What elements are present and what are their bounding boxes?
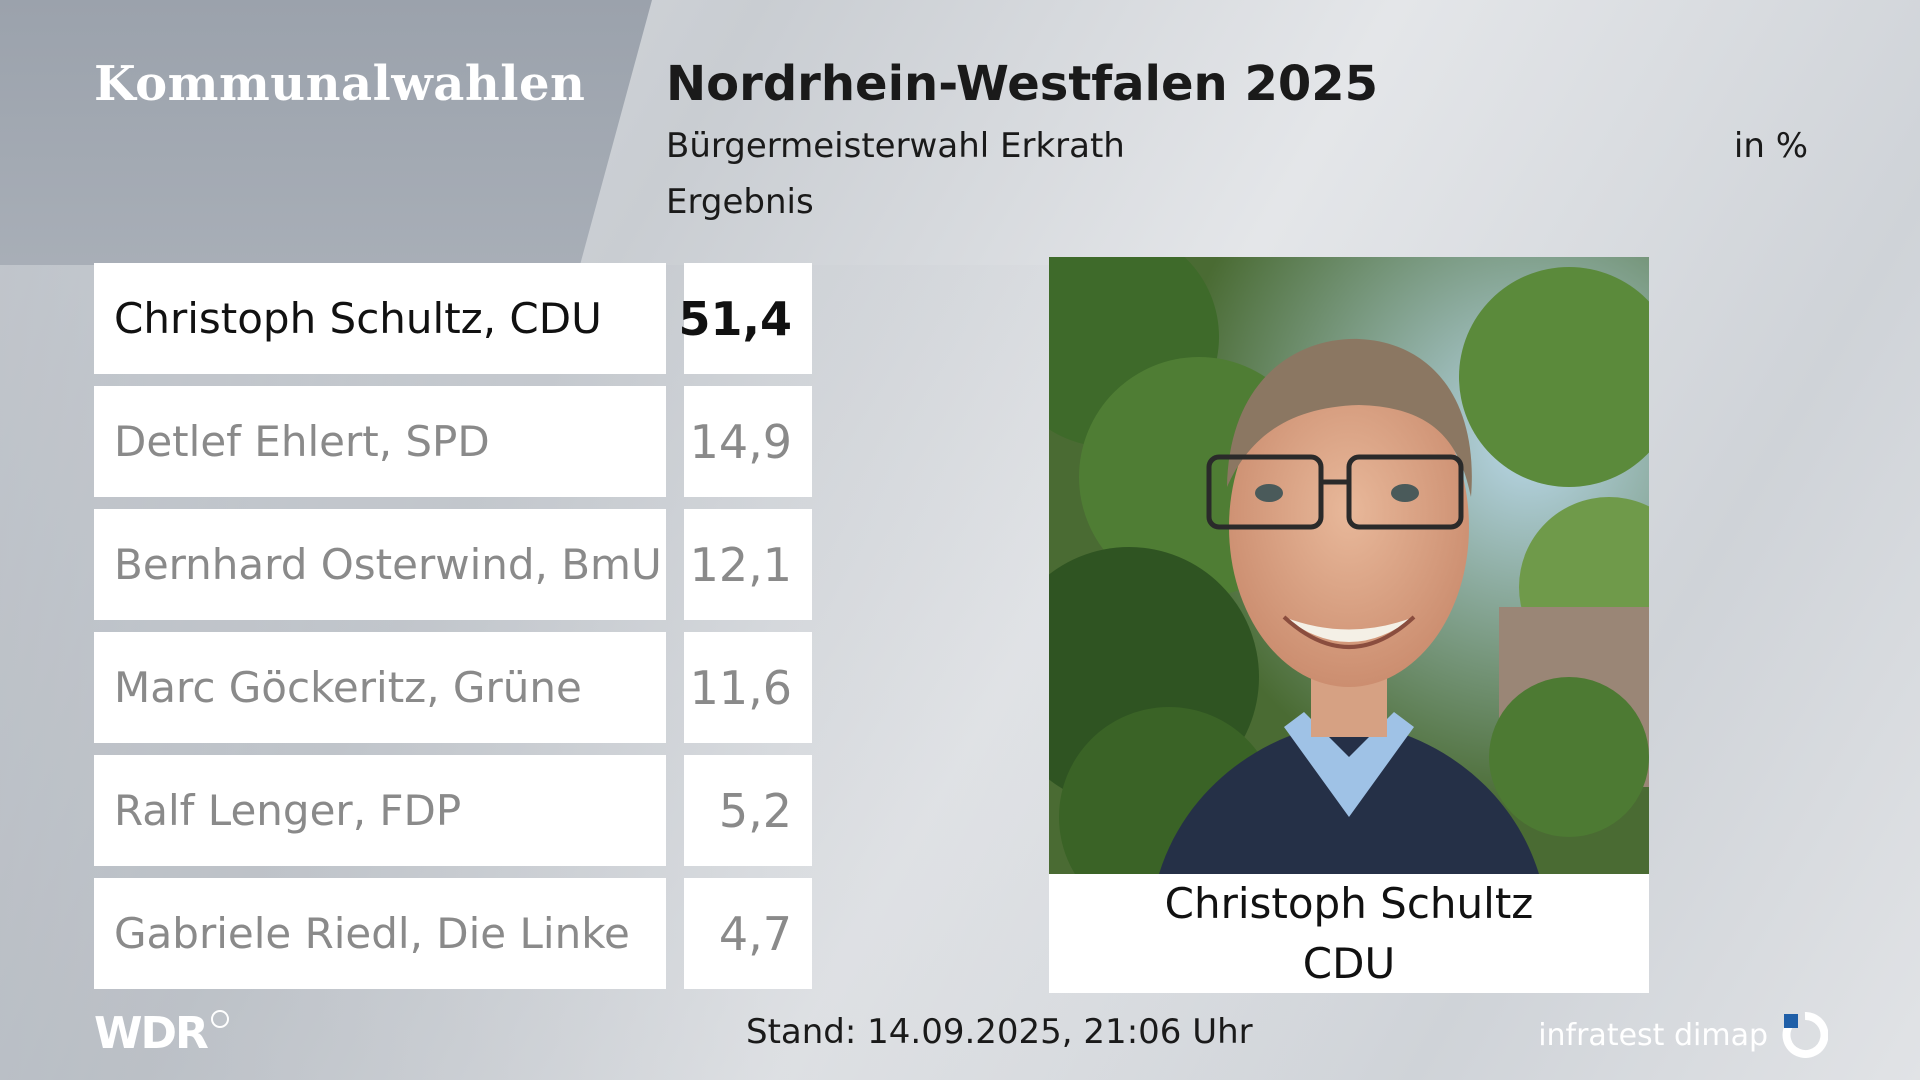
- result-label: Ergebnis: [666, 182, 814, 222]
- candidate-name: Christoph Schultz, CDU: [94, 263, 666, 374]
- result-row: Detlef Ehlert, SPD 14,9: [94, 386, 812, 497]
- results-table: Christoph Schultz, CDU 51,4 Detlef Ehler…: [94, 263, 812, 1001]
- candidate-value: 4,7: [684, 878, 812, 989]
- page-title: Nordrhein-Westfalen 2025: [666, 56, 1379, 112]
- result-row: Gabriele Riedl, Die Linke 4,7: [94, 878, 812, 989]
- ard-circle-icon: [210, 1010, 229, 1028]
- page-subtitle: Bürgermeisterwahl Erkrath: [666, 126, 1125, 166]
- section-title: Kommunalwahlen: [94, 56, 586, 112]
- winner-party: CDU: [1302, 939, 1396, 988]
- wdr-logo-text: WDR: [94, 1008, 209, 1059]
- candidate-name: Ralf Lenger, FDP: [94, 755, 666, 866]
- candidate-name: Detlef Ehlert, SPD: [94, 386, 666, 497]
- result-row: Bernhard Osterwind, BmU 12,1: [94, 509, 812, 620]
- winner-caption: Christoph Schultz CDU: [1049, 874, 1649, 993]
- candidate-value: 14,9: [684, 386, 812, 497]
- candidate-value: 51,4: [679, 263, 812, 374]
- infratest-dimap-icon: [1782, 1012, 1828, 1058]
- status-timestamp: Stand: 14.09.2025, 21:06 Uhr: [746, 1012, 1253, 1052]
- candidate-photo: [1049, 257, 1649, 874]
- pollster-logo: infratest dimap: [1538, 1012, 1828, 1058]
- candidate-name: Bernhard Osterwind, BmU: [94, 509, 666, 620]
- result-row: Marc Göckeritz, Grüne 11,6: [94, 632, 812, 743]
- result-row: Christoph Schultz, CDU 51,4: [94, 263, 812, 374]
- candidate-name: Marc Göckeritz, Grüne: [94, 632, 666, 743]
- unit-label: in %: [1733, 126, 1808, 166]
- result-row: Ralf Lenger, FDP 5,2: [94, 755, 812, 866]
- candidate-name: Gabriele Riedl, Die Linke: [94, 878, 666, 989]
- candidate-value: 11,6: [684, 632, 812, 743]
- wdr-logo: WDR: [94, 1008, 229, 1059]
- candidate-value: 5,2: [684, 755, 812, 866]
- winner-card: Christoph Schultz CDU: [1049, 257, 1649, 993]
- winner-name: Christoph Schultz: [1164, 879, 1534, 928]
- candidate-value: 12,1: [684, 509, 812, 620]
- pollster-name: infratest dimap: [1538, 1017, 1768, 1053]
